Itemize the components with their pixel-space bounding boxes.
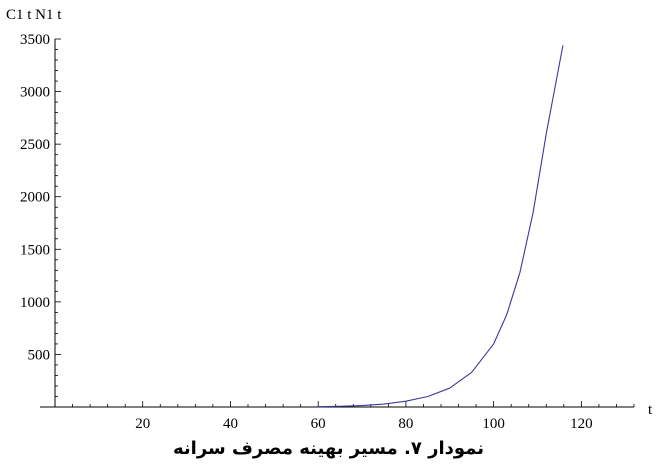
x-tick-label: 40 <box>223 416 238 432</box>
x-tick-label: 20 <box>135 416 150 432</box>
figure-caption: نمودار ۷. مسیر بهینه مصرف سرانه <box>172 438 485 459</box>
y-tick-label: 500 <box>28 347 51 363</box>
y-tick-label: 3000 <box>20 85 50 101</box>
x-tick-label: 100 <box>482 416 505 432</box>
x-tick-label: 120 <box>570 416 593 432</box>
y-tick-label: 3500 <box>20 32 50 48</box>
x-axis-label: t <box>648 402 653 418</box>
y-tick-label: 1500 <box>20 242 50 258</box>
y-tick-label: 1000 <box>20 295 50 311</box>
series-group <box>318 45 564 408</box>
x-tick-label: 80 <box>398 416 413 432</box>
axes: 20 40 60 80 100 120 500 1000 1500 2000 2500 3000 350… <box>20 32 635 432</box>
y-tick-label: 2500 <box>20 137 50 153</box>
x-tick-label: 60 <box>311 416 326 432</box>
y-axis-label: C1 t N1 t <box>6 7 62 23</box>
y-tick-label: 2000 <box>20 190 50 206</box>
series-line-1 <box>318 45 564 408</box>
